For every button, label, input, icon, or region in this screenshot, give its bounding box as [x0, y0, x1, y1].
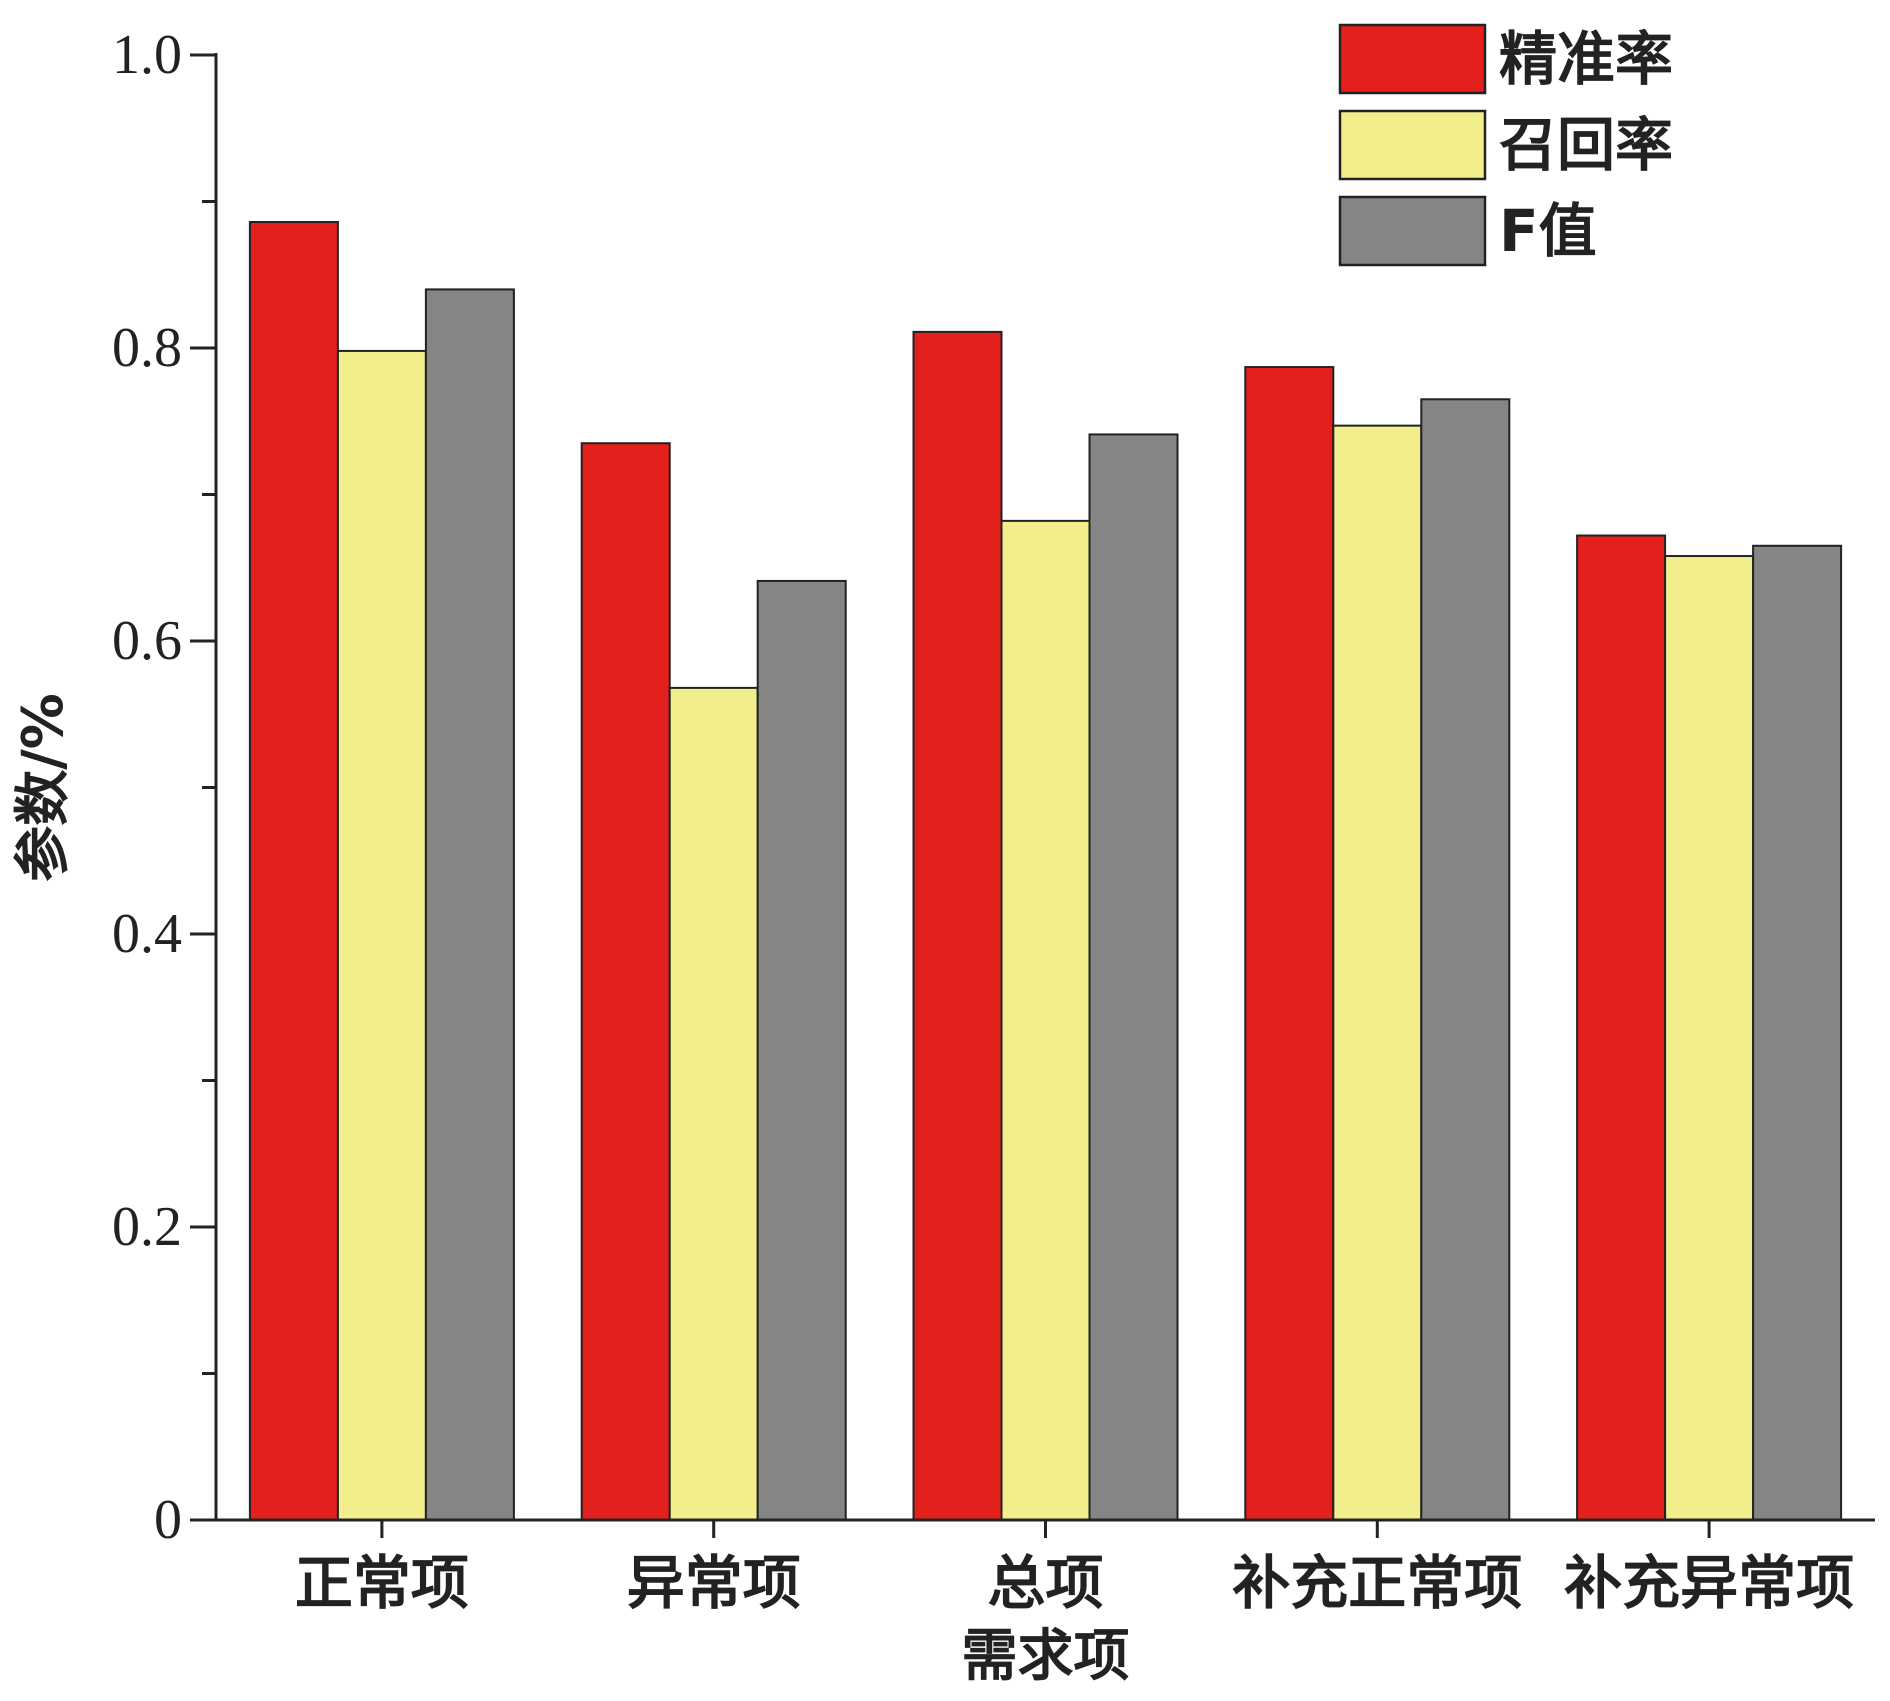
legend-swatch: [1338, 109, 1487, 181]
y-tick-label: 0.6: [112, 610, 182, 672]
bar-2-series-2: [668, 686, 759, 1521]
bar-5-series-2: [1664, 555, 1755, 1521]
y-axis-title: 参数/%: [11, 693, 76, 882]
bar-2-series-3: [756, 579, 847, 1521]
y-tick-label: 0.2: [112, 1196, 182, 1258]
y-tick-label: 0.4: [112, 903, 182, 965]
axes-layer: 0 0.2 0.4 0.6 0.8 1.0 正常项 异常项 总项 补充正常项 补充异常项: [112, 24, 1875, 1617]
legend-label: F值: [1499, 197, 1597, 265]
bar-3-series-2: [1000, 519, 1091, 1521]
x-category-label: 异常项: [627, 1549, 801, 1617]
y-tick-label: 0: [154, 1489, 182, 1551]
x-category-label: 正常项: [295, 1549, 469, 1617]
y-tick-label: 1.0: [112, 24, 182, 86]
bar-4-series-2: [1332, 424, 1423, 1521]
x-category-label: 补充异常项: [1564, 1549, 1854, 1617]
legend-swatch: [1338, 23, 1487, 95]
bar-1-series-2: [336, 349, 427, 1521]
bar-4-series-3: [1420, 398, 1511, 1521]
x-axis-title: 需求项: [962, 1624, 1130, 1689]
legend-label: 精准率: [1499, 25, 1673, 93]
legend-label: 召回率: [1499, 111, 1673, 179]
bar-2-series-1: [580, 442, 671, 1522]
legend-swatch: [1338, 195, 1487, 267]
bars-layer: [248, 221, 1843, 1522]
y-tick-label: 0.8: [112, 317, 182, 379]
bar-1-series-1: [248, 221, 339, 1521]
x-category-label: 总项: [987, 1549, 1103, 1617]
bar-3-series-1: [912, 330, 1003, 1521]
x-category-label: 补充正常项: [1232, 1549, 1522, 1617]
bar-5-series-3: [1752, 544, 1843, 1521]
bar-1-series-3: [424, 288, 515, 1521]
bar-4-series-1: [1244, 366, 1335, 1521]
bar-5-series-1: [1576, 534, 1667, 1521]
bar-3-series-3: [1088, 433, 1179, 1521]
